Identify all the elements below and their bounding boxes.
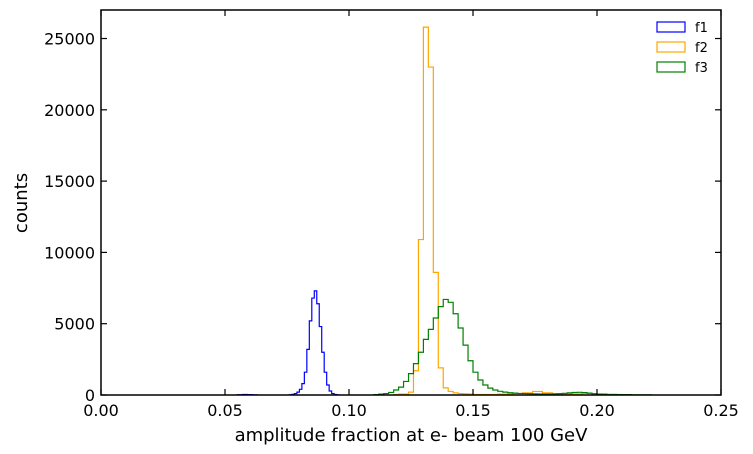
x-tick-label: 0.20: [579, 401, 615, 420]
legend-swatch-f2: [656, 41, 686, 53]
y-tick-label: 5000: [54, 315, 95, 334]
y-tick-label: 15000: [44, 172, 95, 191]
legend-swatch-f3: [656, 61, 686, 73]
series-f2-histogram: [393, 26, 623, 396]
y-tick-label: 0: [85, 386, 95, 405]
y-tick-label: 20000: [44, 101, 95, 120]
y-tick-label: 25000: [44, 30, 95, 49]
x-tick-label: 0.00: [83, 401, 119, 420]
y-tick-label: 10000: [44, 243, 95, 262]
tick-layer: 0.00 0.05 0.10 0.15 0.20 0.25 0 5000 10000 15000 2…: [44, 10, 739, 420]
legend-label-f1: f1: [695, 21, 708, 36]
legend-label-f3: f3: [695, 61, 708, 76]
y-axis-title: counts: [11, 173, 32, 233]
x-tick-label: 0.05: [207, 401, 243, 420]
series-f3-histogram: [373, 298, 653, 396]
legend-label-f2: f2: [695, 41, 708, 56]
x-axis-title: amplitude fraction at e- beam 100 GeV: [235, 425, 589, 446]
plot-frame: [100, 9, 722, 396]
legend: f1 f2 f3: [656, 21, 708, 76]
x-tick-label: 0.10: [331, 401, 367, 420]
x-tick-label: 0.15: [455, 401, 491, 420]
x-tick-label: 0.25: [703, 401, 739, 420]
legend-swatch-f1: [656, 21, 686, 33]
